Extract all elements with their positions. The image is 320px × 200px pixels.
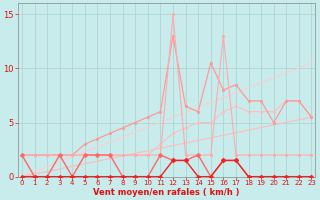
X-axis label: Vent moyen/en rafales ( km/h ): Vent moyen/en rafales ( km/h ) bbox=[93, 188, 240, 197]
